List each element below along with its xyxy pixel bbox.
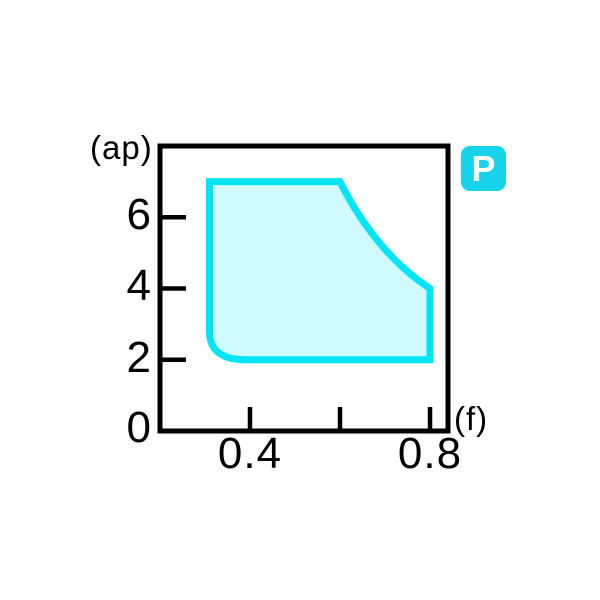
x-axis-label: (f): [454, 400, 489, 437]
y-axis-label: (ap): [90, 129, 153, 166]
x-tick-label-0.8: 0.8: [397, 429, 463, 478]
y-tick-label-6: 6: [126, 190, 152, 239]
y-tick-label-0: 0: [126, 403, 152, 452]
tick-marks: [158, 215, 433, 433]
cutting-range-region: [206, 178, 434, 364]
iso-p-grade-badge: P: [461, 146, 506, 191]
y-tick-label-2: 2: [126, 333, 152, 382]
iso-p-grade-badge-letter: P: [471, 147, 496, 189]
y-tick-label-4: 4: [126, 261, 152, 310]
x-tick-label-0.4: 0.4: [217, 429, 283, 478]
